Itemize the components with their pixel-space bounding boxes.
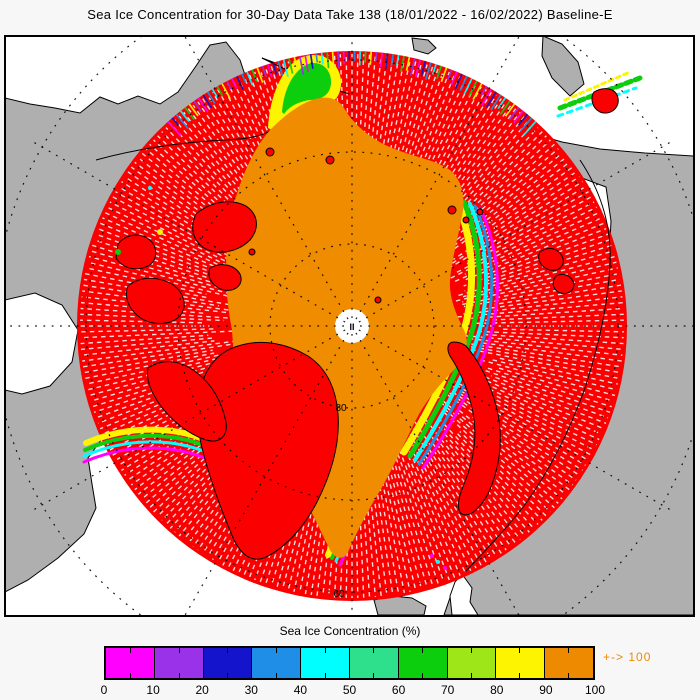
- latitude-circle: [85, 59, 619, 593]
- colorbar-tick-label-10: 10: [146, 683, 160, 697]
- colorbar-title: Sea Ice Concentration (%): [279, 624, 421, 638]
- colorbar-segment-30-40: [251, 648, 301, 678]
- ellesmere-island: [192, 201, 257, 253]
- colorbar-half-tick: [324, 673, 326, 678]
- colorbar-tick-label-40: 40: [293, 683, 308, 697]
- colorbar-half-tick: [519, 673, 521, 678]
- rim-ice-edge-striations: [167, 51, 537, 137]
- colorbar-tick-label-70: 70: [441, 683, 455, 697]
- colorbar-half-tick: [568, 673, 570, 678]
- baffin-island: [147, 361, 227, 442]
- colorbar-half-tick: [275, 648, 277, 653]
- colorbar-tick-label-90: 90: [539, 683, 553, 697]
- colorbar-segment-40-50: [300, 648, 349, 678]
- colorbar-half-tick: [129, 673, 131, 678]
- latitude-circle: [269, 243, 435, 409]
- colorbar-tick-label-80: 80: [490, 683, 504, 697]
- graticule: [6, 37, 693, 615]
- colorbar-tick-label-50: 50: [342, 683, 357, 697]
- franz-josef-islet: [462, 216, 470, 224]
- franz-josef-islet: [447, 205, 457, 215]
- pole-marker: II: [349, 322, 354, 332]
- islet: [374, 296, 382, 304]
- devon-island: [208, 264, 242, 291]
- islet: [248, 248, 256, 256]
- latitude-circle: [177, 151, 527, 501]
- wrangel-islet: [265, 147, 275, 157]
- franz-josef-islet: [476, 208, 484, 216]
- land-chukotka-spur: [541, 37, 585, 97]
- chukchi-ice-patch-green: [282, 62, 332, 114]
- colorbar-half-tick: [519, 648, 521, 653]
- colorbar-half-tick: [422, 673, 424, 678]
- colorbar-tick-label-60: 60: [391, 683, 406, 697]
- colorbar-segment-10-20: [153, 648, 203, 678]
- colorbar-half-tick: [227, 673, 229, 678]
- novaya-zemlya: [447, 341, 501, 516]
- pole-hole: [335, 309, 369, 343]
- islet: [325, 155, 335, 165]
- colorbar-half-tick: [275, 673, 277, 678]
- map-frame: II 80 60: [4, 35, 695, 617]
- colorbar-tick-label-100: 100: [584, 683, 606, 697]
- colorbar-half-tick: [227, 648, 229, 653]
- severnaya-zemlya: [538, 248, 564, 271]
- latitude-label-80: 80: [335, 403, 347, 414]
- plot-title: Sea Ice Concentration for 30-Day Data Ta…: [87, 7, 613, 22]
- victoria-island: [125, 277, 185, 324]
- colorbar-segment-20-30: [202, 648, 252, 678]
- colorbar-half-tick: [373, 648, 375, 653]
- colorbar-tick-label-20: 20: [195, 683, 209, 697]
- latitude-label-60: 60: [333, 589, 345, 600]
- colorbar-half-tick: [324, 648, 326, 653]
- colorbar-half-tick: [178, 673, 180, 678]
- colorbar: [104, 646, 595, 680]
- colorbar-half-tick: [129, 648, 131, 653]
- colorbar-tick-labels: 0 10 20 30 40 50 60 70 80 90 100: [0, 683, 700, 699]
- baltic-sea: [449, 573, 479, 615]
- colorbar-half-tick: [178, 648, 180, 653]
- colorbar-half-tick: [373, 673, 375, 678]
- banks-island: [115, 234, 157, 270]
- colorbar-half-tick: [568, 648, 570, 653]
- ice-concentration-specks: [115, 186, 447, 570]
- greenland: [197, 341, 339, 560]
- colorbar-overflow-label: +-> 100: [603, 650, 652, 664]
- arctic-map: II 80 60: [4, 35, 695, 617]
- land-islet-top: [411, 37, 437, 55]
- severnaya-zemlya-2: [552, 273, 575, 295]
- colorbar-tick-label-0: 0: [100, 683, 108, 697]
- colorbar-tick-label-30: 30: [244, 683, 258, 697]
- svalbard: [591, 88, 619, 114]
- colorbar-half-tick: [422, 648, 424, 653]
- polar-land-red: [115, 88, 619, 560]
- hudson-bay: [6, 292, 79, 395]
- map-border: [4, 35, 695, 617]
- colorbar-half-tick: [470, 648, 472, 653]
- colorbar-half-tick: [470, 673, 472, 678]
